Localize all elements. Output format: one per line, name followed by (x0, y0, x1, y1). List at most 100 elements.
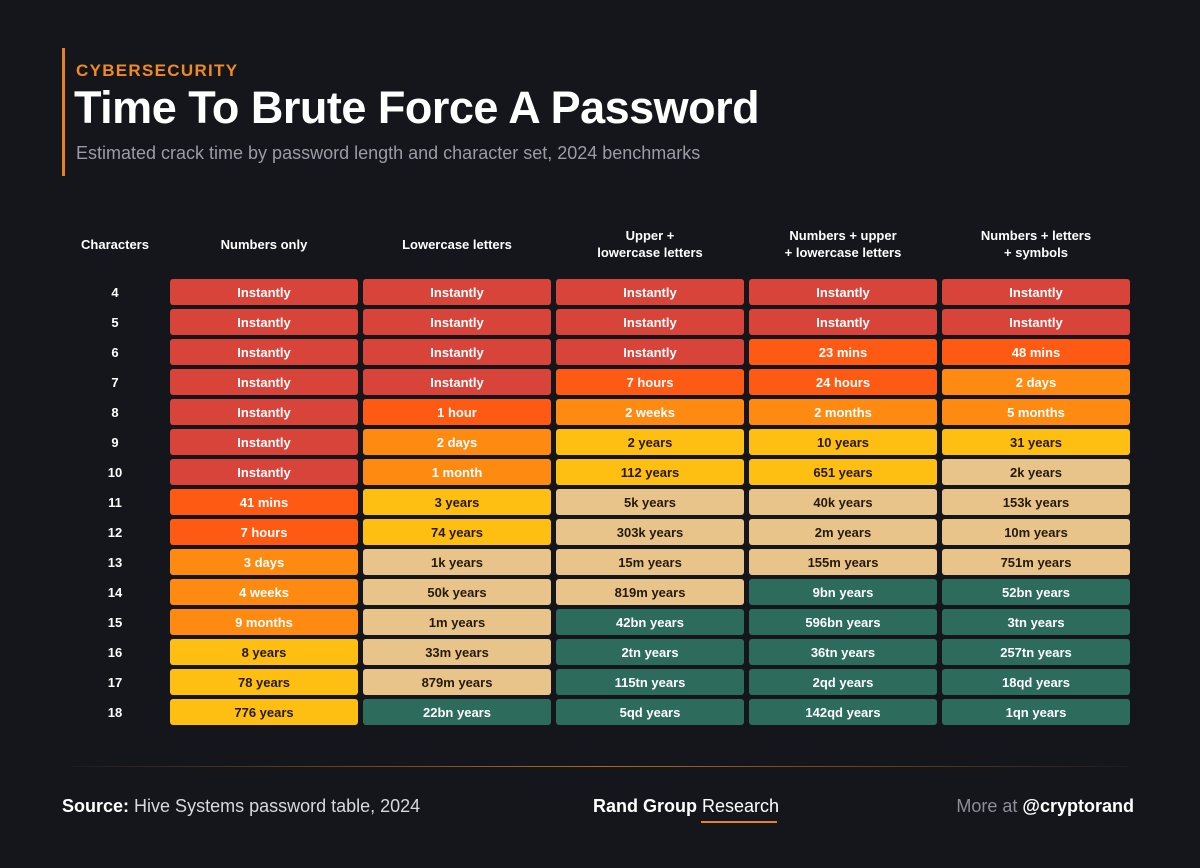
column-header: Numbers only (220, 236, 308, 252)
table-cell: Instantly (942, 309, 1130, 335)
table-cell: 751m years (942, 549, 1130, 575)
row-label-characters: 12 (107, 524, 123, 540)
table-cell: 36tn years (749, 639, 937, 665)
table-cell: 23 mins (749, 339, 937, 365)
table-cell: 22bn years (363, 699, 551, 725)
table-cell: 257tn years (942, 639, 1130, 665)
table-cell: 879m years (363, 669, 551, 695)
table-cell: Instantly (170, 429, 358, 455)
table-cell: 42bn years (556, 609, 744, 635)
table-cell: 9bn years (749, 579, 937, 605)
column-header: Lowercase letters (402, 236, 512, 252)
table-cell: 155m years (749, 549, 937, 575)
row-label-characters: 17 (107, 674, 123, 690)
table-cell: 2 days (942, 369, 1130, 395)
table-cell: 2 days (363, 429, 551, 455)
row-label-characters: 9 (111, 434, 119, 450)
table-row: 5 Instantly Instantly Instantly Instantly Ins… (60, 309, 1140, 335)
footer: Source: Hive Systems password table, 202… (0, 792, 1200, 823)
footer-divider (72, 766, 1128, 767)
row-label-characters: 11 (108, 494, 122, 510)
row-label-characters: 15 (107, 614, 123, 630)
table-cell: 48 mins (942, 339, 1130, 365)
row-label-characters: 4 (111, 284, 119, 300)
table-cell: Instantly (363, 309, 551, 335)
table-cell: 8 years (170, 639, 358, 665)
table-row: 16 8 years 33m years 2tn years 36tn years 257… (60, 639, 1140, 665)
table-cell: 33m years (363, 639, 551, 665)
row-label-characters: 5 (111, 314, 119, 330)
header: CYBERSECURITY Time To Brute Force A Pass… (62, 48, 1142, 176)
table-cell: 819m years (556, 579, 744, 605)
table-cell: 2 months (749, 399, 937, 425)
table-cell: 3tn years (942, 609, 1130, 635)
table-cell: 10 years (749, 429, 937, 455)
table-cell: Instantly (749, 279, 937, 305)
row-label-characters: 16 (107, 644, 123, 660)
row-label-characters: 7 (111, 374, 119, 390)
table-cell: Instantly (170, 399, 358, 425)
accent-bar (62, 48, 65, 176)
table-cell: 52bn years (942, 579, 1130, 605)
table-cell: 41 mins (170, 489, 358, 515)
table-cell: Instantly (170, 369, 358, 395)
source-text: Hive Systems password table, 2024 (134, 796, 421, 816)
table-cell: 112 years (556, 459, 744, 485)
table-cell: 5k years (556, 489, 744, 515)
table-cell: Instantly (942, 279, 1130, 305)
table-cell: 18qd years (942, 669, 1130, 695)
table-row: 11 41 mins 3 years 5k years 40k years 153k ye… (60, 489, 1140, 515)
table-cell: Instantly (170, 279, 358, 305)
brand-name: Rand Group (593, 796, 697, 816)
brand-underline (701, 821, 777, 823)
table-cell: 2qd years (749, 669, 937, 695)
table-row: 9 Instantly 2 days 2 years 10 years 31 years (60, 429, 1140, 455)
table-cell: 78 years (170, 669, 358, 695)
table-row: 8 Instantly 1 hour 2 weeks 2 months 5 months (60, 399, 1140, 425)
table-cell: 2 years (556, 429, 744, 455)
table-cell: 2 weeks (556, 399, 744, 425)
table-row: 14 4 weeks 50k years 819m years 9bn years 52b… (60, 579, 1140, 605)
table-cell: 303k years (556, 519, 744, 545)
row-label-characters: 6 (111, 344, 119, 360)
table-row: 7 Instantly Instantly 7 hours 24 hours 2 days (60, 369, 1140, 395)
table-row: 13 3 days 1k years 15m years 155m years 751m … (60, 549, 1140, 575)
table-cell: 1m years (363, 609, 551, 635)
table-cell: 3 years (363, 489, 551, 515)
brand: Rand Group Research (593, 796, 779, 823)
table-cell: 7 hours (170, 519, 358, 545)
table-cell: 596bn years (749, 609, 937, 635)
table-cell: 10m years (942, 519, 1130, 545)
more-link: More at @cryptorand (956, 796, 1134, 817)
table-cell: 153k years (942, 489, 1130, 515)
table-cell: 1 hour (363, 399, 551, 425)
row-label-characters: 18 (107, 704, 123, 720)
table-cell: 24 hours (749, 369, 937, 395)
source-label: Source: (62, 796, 130, 816)
table-cell: Instantly (363, 369, 551, 395)
table-header: Characters Numbers only Lowercase letters U… (60, 222, 1140, 266)
table-row: 12 7 hours 74 years 303k years 2m years 10m y… (60, 519, 1140, 545)
table-cell: 1qn years (942, 699, 1130, 725)
table-cell: 115tn years (556, 669, 744, 695)
table-cell: 15m years (556, 549, 744, 575)
row-label-characters: 13 (107, 554, 123, 570)
table-row: 17 78 years 879m years 115tn years 2qd years… (60, 669, 1140, 695)
table-cell: 3 days (170, 549, 358, 575)
table-cell: Instantly (170, 339, 358, 365)
table-cell: Instantly (170, 459, 358, 485)
column-header: Numbers + letters + symbols (980, 228, 1092, 260)
table-cell: Instantly (556, 279, 744, 305)
page-subtitle: Estimated crack time by password length … (76, 143, 701, 163)
table-cell: 2k years (942, 459, 1130, 485)
table-row: 4 Instantly Instantly Instantly Instantly Ins… (60, 279, 1140, 305)
table-cell: Instantly (363, 279, 551, 305)
table-cell: Instantly (556, 309, 744, 335)
table-cell: Instantly (170, 309, 358, 335)
social-handle[interactable]: @cryptorand (1022, 796, 1134, 816)
table-cell: Instantly (556, 339, 744, 365)
table-cell: 1 month (363, 459, 551, 485)
kicker: CYBERSECURITY (76, 61, 239, 80)
table-cell: 4 weeks (170, 579, 358, 605)
table-cell: 142qd years (749, 699, 937, 725)
